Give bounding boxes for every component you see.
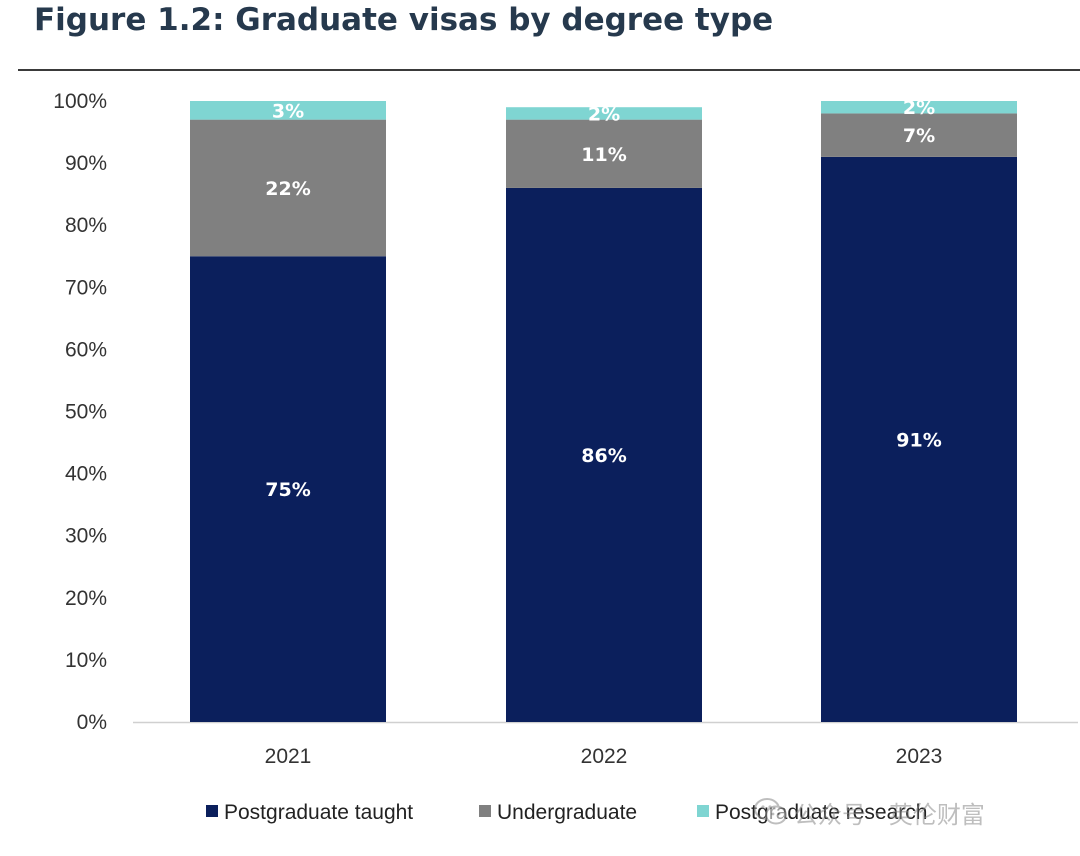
data-label: 2%	[903, 97, 935, 119]
y-tick-label: 60%	[65, 338, 107, 361]
data-label: 11%	[581, 144, 626, 166]
y-tick-label: 70%	[65, 276, 107, 299]
bar-segment	[821, 156, 1017, 722]
bar-segment	[506, 107, 702, 120]
y-tick-label: 0%	[77, 711, 107, 734]
y-tick-label: 90%	[65, 152, 107, 175]
bar-segment	[506, 119, 702, 188]
y-tick-label: 100%	[53, 90, 107, 113]
bars	[190, 101, 1017, 722]
bar-segment	[190, 101, 386, 120]
legend-swatch	[206, 805, 218, 817]
bar-segment	[190, 119, 386, 257]
y-tick-label: 80%	[65, 214, 107, 237]
data-labels: 75% 22% 3% 86% 11% 2% 91% 7% 2%	[265, 97, 941, 501]
y-tick-label: 50%	[65, 401, 107, 424]
legend: Postgraduate taught Undergraduate Postgrad…	[206, 801, 927, 824]
y-axis: 0% 10% 20% 30% 40% 50% 60% 70% 80% 90% 100%	[53, 90, 107, 734]
x-tick-label: 2022	[581, 745, 628, 768]
legend-label: Postgraduate taught	[224, 801, 413, 824]
bar-segment	[506, 187, 702, 722]
data-label: 7%	[903, 125, 935, 147]
data-label: 75%	[265, 479, 310, 501]
legend-label: Postgraduate research	[715, 801, 927, 824]
title-divider	[18, 69, 1080, 71]
legend-swatch	[697, 805, 709, 817]
x-tick-label: 2023	[896, 745, 943, 768]
legend-swatch	[479, 805, 491, 817]
y-tick-label: 40%	[65, 463, 107, 486]
legend-label: Undergraduate	[497, 801, 637, 824]
x-tick-label: 2021	[265, 745, 312, 768]
data-label: 2%	[588, 103, 620, 125]
data-label: 86%	[581, 445, 626, 467]
y-tick-label: 30%	[65, 525, 107, 548]
y-tick-label: 10%	[65, 649, 107, 672]
data-label: 22%	[265, 178, 310, 200]
bar-segment	[190, 256, 386, 722]
x-axis: 2021 2022 2023	[133, 721, 1078, 768]
bar-segment	[821, 113, 1017, 157]
bar-segment	[821, 101, 1017, 114]
data-label: 3%	[272, 100, 304, 122]
chart-title: Figure 1.2: Graduate visas by degree typ…	[34, 2, 774, 38]
data-label: 91%	[896, 429, 941, 451]
y-tick-label: 20%	[65, 587, 107, 610]
